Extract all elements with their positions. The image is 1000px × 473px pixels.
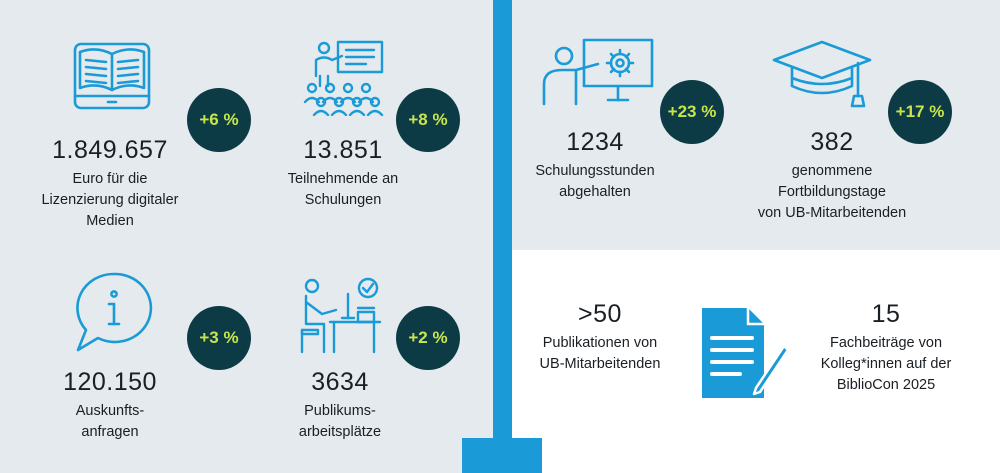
publications-stat: >50 Publikationen von UB-Mitarbeitenden [520, 300, 680, 375]
training-days-label: genommene Fortbildungstage von UB-Mitarb… [757, 163, 907, 221]
workplaces-label: Publikums- arbeitsplätze [298, 403, 382, 440]
contributions-stat: 15 Fachbeiträge von Kolleg*innen auf der… [806, 300, 966, 396]
inquiries-change-badge: +3 % [187, 306, 251, 370]
participants-change-badge: +8 % [396, 88, 460, 152]
tablet-book-icon [72, 42, 152, 110]
media-number: 1.849.657 [52, 136, 168, 164]
participants-stat: 13.851 Teilnehmende an Schulungen [248, 136, 438, 211]
participants-number: 13.851 [303, 136, 383, 164]
person-at-desk-icon [300, 274, 382, 356]
media-label: Euro für die Lizenzierung digitaler Medi… [41, 171, 179, 229]
inquiries-number: 120.150 [63, 368, 157, 396]
presentation-audience-icon [302, 40, 386, 116]
inquiries-label: Auskunfts- anfragen [75, 403, 145, 440]
inquiries-stat: 120.150 Auskunfts- anfragen [20, 368, 200, 443]
training-hours-change-badge: +23 % [660, 80, 724, 144]
info-speech-bubble-icon [72, 270, 156, 356]
workplaces-number: 3634 [311, 368, 369, 396]
training-days-change-badge: +17 % [888, 80, 952, 144]
contributions-number: 15 [871, 300, 901, 328]
graduation-cap-icon [772, 38, 876, 112]
training-hours-stat: 1234 Schulungsstunden abgehalten [520, 128, 670, 203]
contributions-label: Fachbeiträge von Kolleg*innen auf der Bi… [820, 335, 952, 393]
publications-number: >50 [578, 300, 622, 328]
training-days-number: 382 [810, 128, 854, 156]
workplaces-stat: 3634 Publikums- arbeitsplätze [250, 368, 430, 443]
training-hours-label: Schulungsstunden abgehalten [535, 163, 655, 200]
media-stat: 1.849.657 Euro für die Lizenzierung digi… [10, 136, 210, 232]
divider-foot [462, 438, 542, 473]
left-panel [0, 0, 493, 473]
participants-label: Teilnehmende an Schulungen [287, 171, 399, 208]
trainer-whiteboard-gear-icon [540, 38, 654, 106]
training-days-stat: 382 genommene Fortbildungstage von UB-Mi… [732, 128, 932, 224]
training-hours-number: 1234 [566, 128, 624, 156]
workplaces-change-badge: +2 % [396, 306, 460, 370]
media-change-badge: +6 % [187, 88, 251, 152]
publications-label: Publikationen von UB-Mitarbeitenden [539, 335, 661, 372]
document-pen-icon [700, 306, 790, 402]
divider-bar [493, 0, 512, 438]
